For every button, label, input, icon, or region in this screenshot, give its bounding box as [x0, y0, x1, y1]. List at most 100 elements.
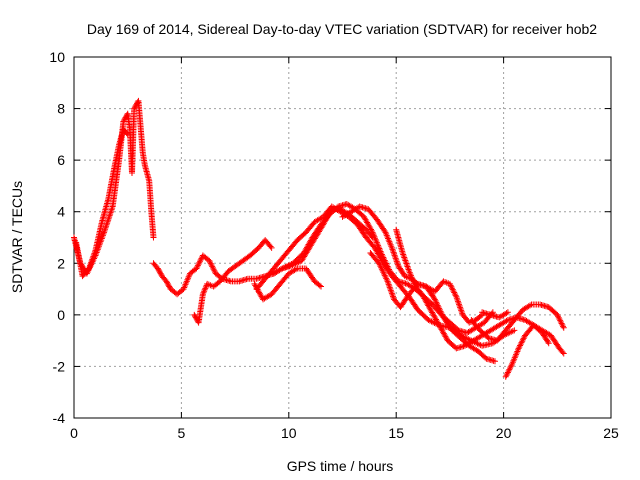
y-tick-label: -2 [53, 358, 66, 374]
data-point [201, 288, 208, 295]
data-point [107, 209, 114, 216]
data-point [518, 339, 525, 346]
data-point [156, 269, 163, 276]
series-track-a [71, 97, 157, 277]
data-point [124, 131, 131, 138]
series-track-l [502, 322, 552, 380]
data-point [371, 233, 378, 240]
data-point [368, 227, 375, 234]
y-tick-label: 4 [57, 204, 65, 220]
data-point [558, 320, 565, 327]
data-point [208, 262, 215, 269]
data-point [503, 372, 510, 379]
data-point [504, 309, 511, 316]
data-point [451, 289, 458, 296]
data-point [200, 289, 207, 296]
data-point [505, 368, 512, 375]
data-point [195, 261, 202, 268]
series-track-e [251, 265, 325, 303]
data-point [157, 270, 164, 277]
data-point [123, 130, 130, 137]
data-point [556, 316, 563, 323]
x-tick-label: 10 [281, 425, 297, 441]
data-point [374, 241, 381, 248]
x-tick-label: 25 [603, 425, 619, 441]
data-point [519, 338, 526, 345]
data-point [104, 218, 111, 225]
data-point [165, 282, 172, 289]
data-point [209, 264, 216, 271]
data-point [504, 369, 511, 376]
data-point [511, 327, 518, 334]
x-tick-label: 5 [178, 425, 186, 441]
data-point [121, 115, 128, 122]
y-tick-label: -4 [53, 410, 66, 426]
data-point [197, 258, 204, 265]
data-point [545, 340, 552, 347]
series-track-j [393, 226, 567, 357]
data-point [502, 373, 509, 380]
data-point [555, 313, 562, 320]
data-point [104, 220, 111, 227]
y-axis-label: SDTVAR / TECUs [9, 181, 25, 293]
data-point [507, 363, 514, 370]
data-point [154, 265, 161, 272]
data-point [554, 311, 561, 318]
data-point [155, 266, 162, 273]
data-point [517, 341, 524, 348]
y-tick-label: 10 [49, 49, 65, 65]
data-point [150, 234, 157, 241]
data-point [108, 208, 115, 215]
data-point [448, 283, 455, 290]
data-point [506, 366, 513, 373]
data-point [105, 215, 112, 222]
data-point [292, 266, 299, 273]
y-tick-label: 0 [57, 307, 65, 323]
x-tick-label: 0 [70, 425, 78, 441]
data-point [557, 319, 564, 326]
data-point [209, 263, 216, 270]
data-point [492, 358, 499, 365]
data-point [164, 280, 171, 287]
data-point [166, 283, 173, 290]
data-point [267, 243, 274, 250]
data-point [450, 288, 457, 295]
data-point [504, 370, 511, 377]
data-point [520, 335, 527, 342]
data-point [197, 256, 204, 263]
data-point [191, 311, 198, 318]
data-point [370, 232, 377, 239]
data-point [451, 290, 458, 297]
data-point [516, 343, 523, 350]
data-point [503, 310, 510, 317]
data-point [194, 262, 201, 269]
x-tick-label: 20 [496, 425, 512, 441]
data-point [370, 230, 377, 237]
data-point [477, 312, 484, 319]
data-point [507, 365, 514, 372]
data-point [103, 223, 110, 230]
data-point [517, 342, 524, 349]
data-point [376, 247, 383, 254]
data-point [449, 285, 456, 292]
data-points [71, 97, 567, 380]
data-point [446, 280, 453, 287]
data-point [202, 285, 209, 292]
data-point [372, 235, 379, 242]
data-point [527, 302, 534, 309]
data-point [373, 239, 380, 246]
data-point [372, 236, 379, 243]
data-point [156, 268, 163, 275]
data-point [557, 317, 564, 324]
data-point [377, 248, 384, 255]
data-point [318, 283, 325, 290]
data-point [560, 324, 567, 331]
data-point [559, 349, 566, 356]
data-point [508, 362, 515, 369]
data-point [560, 323, 567, 330]
data-point [560, 350, 567, 357]
data-point [452, 292, 459, 299]
y-tick-label: 8 [57, 101, 65, 117]
data-point [207, 260, 214, 267]
